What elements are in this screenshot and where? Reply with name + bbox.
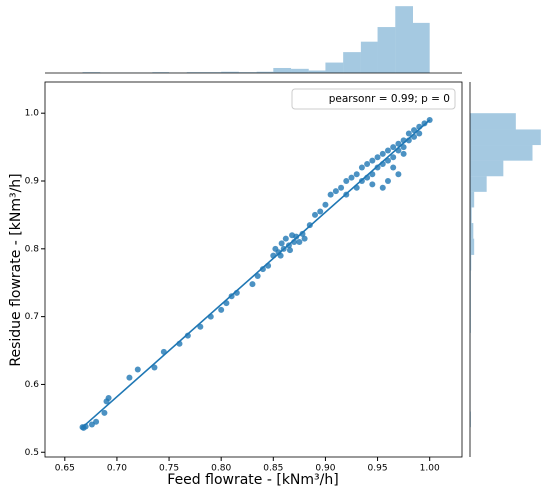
histogram-bar	[377, 27, 396, 73]
scatter-point	[384, 178, 391, 185]
scatter-point	[101, 409, 108, 416]
annotation-box	[291, 88, 456, 110]
scatter-point	[293, 233, 300, 240]
scatter-point	[296, 239, 303, 246]
scatter-point	[134, 366, 141, 373]
y-tick-label: 0.6	[25, 380, 40, 390]
histogram-bar	[273, 67, 292, 73]
y-tick-label: 1.0	[25, 109, 40, 119]
histogram-bar	[470, 160, 504, 177]
scatter-point	[327, 191, 334, 198]
scatter-point	[317, 208, 324, 215]
y-axis-label: Residue flowrate - [kNm³/h]	[8, 173, 24, 366]
scatter-point	[379, 150, 386, 157]
histogram-bar	[470, 286, 471, 302]
scatter-point	[338, 184, 345, 191]
scatter-point	[390, 164, 397, 171]
scatter-point	[343, 178, 350, 185]
scatter-point	[405, 130, 412, 137]
histogram-bar	[470, 301, 471, 318]
histogram-bar	[470, 270, 471, 287]
histogram-bar	[152, 72, 170, 73]
histogram-bar	[470, 113, 516, 130]
x-tick-label: 0.90	[315, 464, 335, 474]
scatter-point	[395, 140, 402, 147]
y-tick-label: 0.8	[25, 244, 40, 254]
scatter-point	[358, 164, 365, 171]
scatter-point	[400, 144, 407, 151]
scatter-point	[286, 247, 293, 254]
histogram-bar	[221, 71, 239, 73]
scatter-point	[105, 395, 112, 402]
y-tick-label: 0.9	[25, 177, 40, 187]
y-tick-label: 0.7	[25, 312, 39, 322]
histogram-bar	[291, 68, 309, 73]
scatter-point	[390, 144, 397, 151]
y-tick-label: 0.5	[25, 448, 39, 458]
scatter-point	[374, 164, 381, 171]
histogram-bar	[395, 6, 414, 74]
scatter-point	[299, 230, 306, 237]
scatter-point	[322, 201, 329, 208]
histogram-bar	[325, 62, 344, 73]
histogram-bar	[238, 72, 257, 73]
scatter-point	[93, 418, 100, 425]
scatter-point	[126, 374, 133, 381]
histogram-bar	[82, 72, 101, 73]
histogram-bar	[360, 41, 378, 73]
histogram-bar	[470, 317, 471, 333]
scatter-point	[400, 150, 407, 157]
histogram-bar	[470, 145, 533, 161]
x-axis-label: Feed flowrate - [kNm³/h]	[167, 472, 338, 488]
scatter-point	[184, 332, 191, 339]
scatter-point	[249, 281, 256, 288]
scatter-point	[384, 147, 391, 154]
histogram-bar	[470, 223, 474, 239]
x-tick-label: 0.80	[211, 464, 231, 474]
scatter-point	[379, 184, 386, 191]
scatter-point	[348, 174, 355, 181]
scatter-point	[369, 181, 376, 188]
histogram-bar	[470, 254, 472, 271]
x-tick-label: 0.70	[107, 464, 127, 474]
regression-line	[81, 119, 431, 428]
scatter-point	[364, 161, 371, 168]
histogram-bar	[470, 207, 472, 224]
histogram-bar	[343, 52, 361, 73]
scatter-point	[218, 306, 225, 313]
x-tick-label: 1.00	[420, 464, 440, 474]
x-tick-label: 0.85	[263, 464, 283, 474]
scatter-point	[151, 364, 158, 371]
scatter-point	[332, 188, 339, 195]
scatter-point	[369, 157, 376, 164]
histogram-bar	[204, 72, 222, 73]
histogram-bar	[470, 238, 475, 255]
scatter-point	[282, 235, 289, 242]
plot-frame	[44, 81, 463, 458]
scatter-point	[395, 171, 402, 178]
x-tick-label: 0.95	[368, 464, 388, 474]
scatter-point	[301, 235, 308, 242]
scatter-point	[416, 130, 423, 137]
scatter-point	[353, 171, 360, 178]
histogram-bar	[256, 71, 274, 73]
histogram-bar	[470, 191, 475, 208]
scatter-point	[278, 240, 285, 247]
scatter-point	[312, 211, 319, 218]
x-tick-label: 0.65	[55, 464, 75, 474]
histogram-bar	[186, 72, 205, 73]
histogram-bar	[308, 70, 326, 73]
scatter-point	[374, 154, 381, 161]
histogram-bar	[470, 129, 541, 146]
histogram-bar	[470, 176, 487, 192]
annotation: pearsonr = 0.99; p = 0	[329, 93, 450, 105]
x-tick-label: 0.75	[159, 464, 179, 474]
histogram-bar	[470, 411, 471, 428]
scatter-point	[259, 266, 266, 273]
scatter-point	[390, 154, 397, 161]
histogram-bar	[413, 22, 430, 73]
